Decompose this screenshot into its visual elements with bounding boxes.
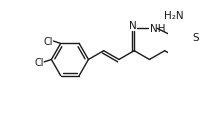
Text: S: S [192, 33, 199, 43]
Text: H₂N: H₂N [164, 11, 183, 21]
Text: NH: NH [150, 24, 166, 34]
Text: N: N [129, 21, 137, 31]
Text: Cl: Cl [34, 57, 44, 67]
Text: Cl: Cl [43, 37, 53, 47]
